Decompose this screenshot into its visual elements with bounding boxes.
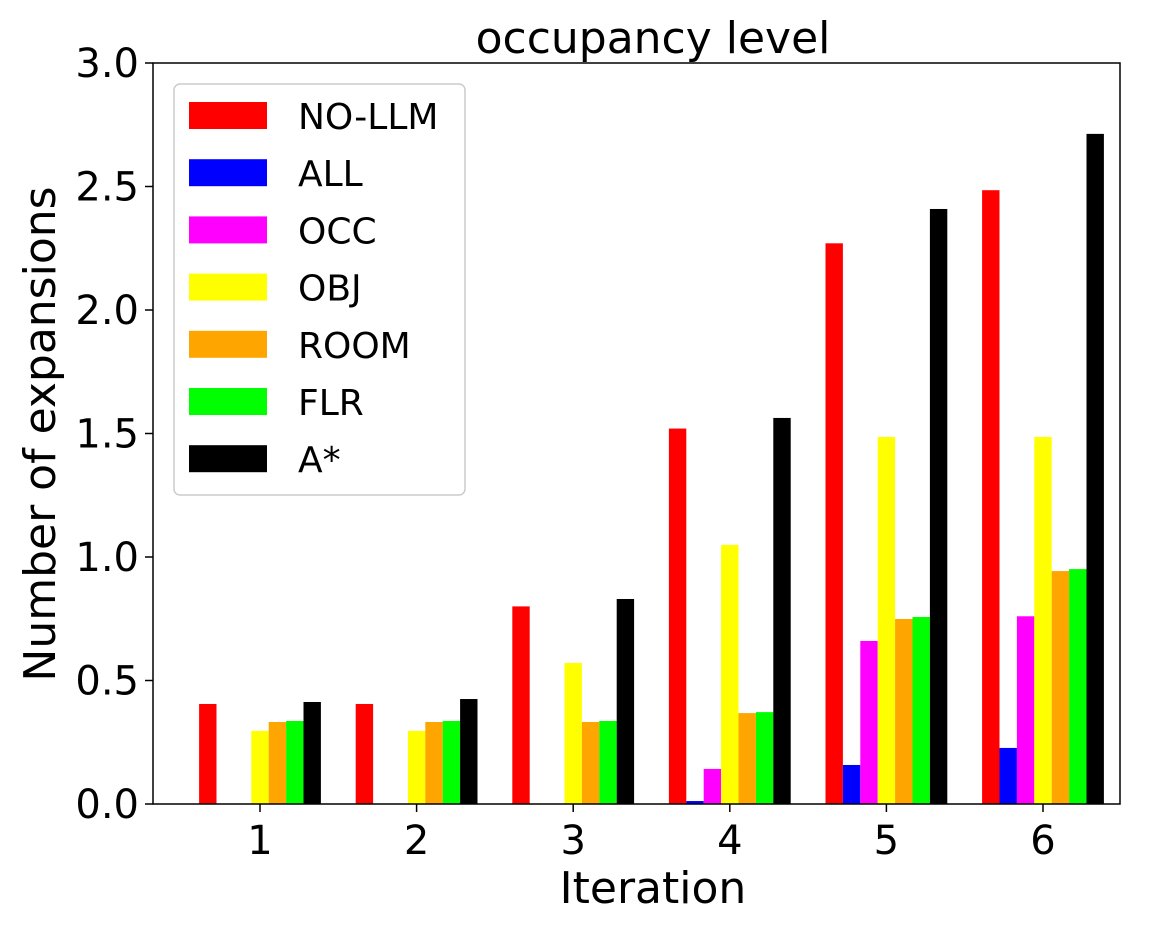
x-tick-label: 5 [874,818,899,864]
y-tick-label: 2.0 [75,288,139,334]
bar-room-1 [268,721,287,804]
x-tick-label: 2 [404,818,429,864]
x-tick-label: 6 [1030,818,1055,864]
bar-nollm-1 [199,703,217,804]
bar-all-5 [842,764,861,804]
y-tick-label: 1.0 [75,535,139,581]
bar-room-3 [581,721,600,804]
x-tick-label: 1 [247,818,272,864]
bar-flr-6 [1069,569,1087,804]
legend-swatch [189,159,267,187]
legend-swatch [189,216,267,244]
y-tick-label: 3.0 [75,41,139,87]
bar-a-1 [303,701,321,804]
legend-swatch [189,445,267,473]
bar-flr-2 [442,721,461,804]
bar-obj-1 [251,730,269,804]
legend: NO-LLM ALL OCC OBJ ROOM FLR A* [173,83,466,496]
bar-flr-3 [599,721,617,804]
bar-room-6 [1051,571,1070,804]
y-tick-label: 0.5 [75,659,139,705]
y-tick-label: 1.5 [75,412,139,458]
legend-swatch [189,330,267,358]
bar-all-4 [686,801,704,804]
bar-nollm-4 [668,428,687,804]
bar-occ-4 [703,768,722,804]
bar-a-3 [616,598,635,804]
legend-label: OCC [298,211,377,252]
legend-label: ALL [298,154,363,195]
bar-occ-6 [1016,616,1035,804]
bar-a-2 [460,699,478,804]
chart-title: occupancy level [476,13,831,64]
bar-flr-4 [755,712,774,804]
bar-obj-3 [564,662,582,804]
x-tick-label: 4 [717,818,742,864]
x-axis-label: Iteration [560,863,747,914]
bar-flr-5 [912,617,930,804]
bar-nollm-3 [512,606,530,804]
bar-room-5 [895,618,913,804]
bar-room-4 [738,713,756,804]
bar-obj-5 [877,436,896,804]
bar-room-2 [425,721,443,804]
legend-swatch [189,102,267,129]
bar-all-6 [999,747,1017,804]
y-tick-label: 0.0 [75,782,139,828]
bar-nollm-2 [355,703,374,804]
y-tick-label: 2.5 [75,165,139,211]
bar-obj-6 [1034,436,1052,804]
legend-label: OBJ [298,269,362,310]
bar-a-6 [1086,133,1104,804]
bar-a-4 [773,417,791,804]
bar-a-5 [929,208,948,805]
bar-obj-2 [407,730,426,804]
bar-occ-5 [860,640,878,804]
legend-label: A* [298,440,341,481]
bar-flr-1 [286,721,304,804]
legend-label: FLR [298,383,364,424]
bar-nollm-6 [982,190,1000,804]
legend-label: ROOM [298,326,411,367]
legend-swatch [189,388,267,415]
legend-swatch [189,273,267,301]
bar-nollm-5 [825,243,843,804]
legend-label: NO-LLM [298,97,438,138]
x-tick-label: 3 [560,818,585,864]
y-axis-label: Number of expansions [15,186,66,681]
bar-obj-4 [721,544,739,804]
